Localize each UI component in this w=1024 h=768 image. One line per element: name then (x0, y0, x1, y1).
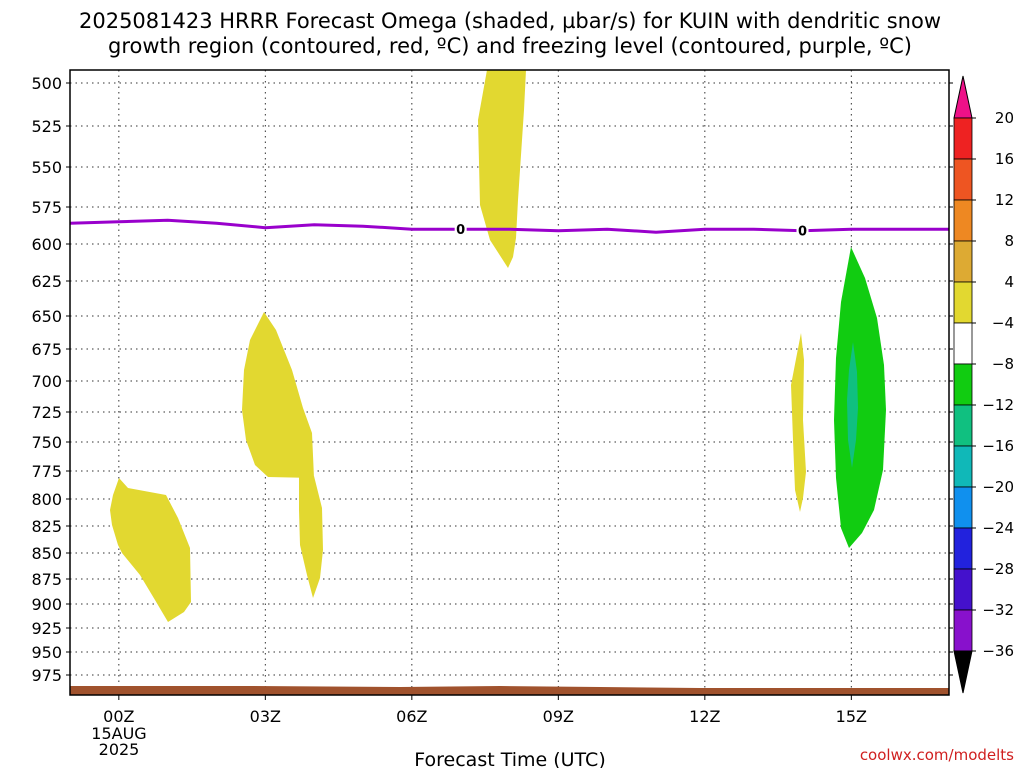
y-tick-label: 750 (31, 433, 62, 452)
date-label-day: 15AUG (91, 724, 146, 743)
y-tick-label: 550 (31, 158, 62, 177)
y-axis-ticks: 500 525 550 575 600 625 650 675 700 725 750 775 800 8… (31, 74, 953, 685)
y-tick-label: 650 (31, 307, 62, 326)
colorbar-tick-label: −20 (982, 478, 1014, 496)
omega-region-pos-08z (478, 70, 526, 268)
y-tick-label: 500 (31, 74, 62, 93)
colorbar-tick-label: 8 (1004, 232, 1014, 250)
y-tick-label: 825 (31, 517, 62, 536)
x-tick-label: 00Z (103, 707, 134, 726)
chart-title-line2: growth region (contoured, red, ºC) and f… (108, 34, 912, 58)
colorbar-segment (953, 158, 973, 201)
colorbar-segment (953, 445, 973, 488)
colorbar-tick-label: −8 (992, 355, 1014, 373)
colorbar-tick-label: −24 (982, 519, 1014, 537)
y-tick-label: 675 (31, 340, 62, 359)
x-tick-label: 06Z (396, 707, 427, 726)
plot-frame (69, 69, 950, 696)
date-label-year: 2025 (99, 740, 140, 759)
y-tick-label: 975 (31, 666, 62, 685)
omega-region-pos-14z (791, 333, 806, 512)
omega-region-neg-15z-core (847, 342, 858, 468)
y-tick-label: 625 (31, 272, 62, 291)
omega-region-pos-03z-upper (242, 312, 314, 478)
colorbar-tick-label: −16 (982, 437, 1014, 455)
y-tick-label: 925 (31, 619, 62, 638)
y-tick-label: 850 (31, 544, 62, 563)
colorbar-segment (953, 486, 973, 529)
colorbar-segment (953, 568, 973, 611)
y-tick-label: 875 (31, 570, 62, 589)
y-tick-label: 950 (31, 643, 62, 662)
y-tick-label: 700 (31, 372, 62, 391)
omega-region-pos-03z-lower (299, 476, 323, 598)
y-tick-label: 775 (31, 462, 62, 481)
chart-title-line1: 2025081423 HRRR Forecast Omega (shaded, … (79, 9, 941, 33)
colorbar-segment (953, 609, 973, 652)
colorbar-segment (953, 199, 973, 242)
colorbar-tick-label: −36 (982, 642, 1014, 660)
colorbar-segment (953, 117, 973, 160)
y-tick-label: 525 (31, 117, 62, 136)
colorbar-tick-label: −28 (982, 560, 1014, 578)
colorbar-segment (953, 527, 973, 570)
freezing-level-label: 0 (798, 225, 807, 240)
freezing-label-bg (796, 222, 809, 239)
colorbar-tick-label: 16 (995, 150, 1014, 168)
x-axis-ticks: 00Z 03Z 06Z 09Z 12Z 15Z (103, 695, 867, 726)
y-tick-label: 800 (31, 490, 62, 509)
colorbar-tick-label: −4 (992, 314, 1014, 332)
colorbar-segment (953, 404, 973, 447)
x-axis-label: Forecast Time (UTC) (414, 749, 605, 768)
colorbar-segment (953, 281, 973, 324)
x-tick-label: 12Z (689, 707, 720, 726)
colorbar-bottom-cap (953, 650, 973, 694)
y-tick-label: 575 (31, 198, 62, 217)
y-tick-label: 900 (31, 595, 62, 614)
colorbar-tick-label: 4 (1004, 273, 1014, 291)
credit-text: coolwx.com/modelts (860, 746, 1014, 764)
colorbar-tick-label: 12 (995, 191, 1014, 209)
colorbar-tick-label: −12 (982, 396, 1014, 414)
y-tick-label: 725 (31, 403, 62, 422)
colorbar-top-cap (953, 75, 973, 119)
colorbar-tick-label: −32 (982, 601, 1014, 619)
colorbar-segment (953, 322, 973, 365)
omega-colorbar: 20 16 12 8 4 −4 −8 −12 −16 −20 −24 −28 −32 −36 (953, 75, 1014, 694)
colorbar-tick-label: 20 (995, 109, 1014, 127)
omega-region-neg-15z (834, 247, 886, 548)
x-tick-label: 15Z (836, 707, 867, 726)
terrain-ground (70, 686, 949, 695)
omega-shading (110, 70, 886, 622)
freezing-label-bg (454, 221, 467, 238)
y-tick-label: 600 (31, 235, 62, 254)
x-tick-label: 09Z (543, 707, 574, 726)
x-tick-label: 03Z (250, 707, 281, 726)
freezing-level-label: 0 (456, 223, 465, 238)
colorbar-segment (953, 363, 973, 406)
omega-region-pos-0z (110, 478, 191, 622)
colorbar-segment (953, 240, 973, 283)
